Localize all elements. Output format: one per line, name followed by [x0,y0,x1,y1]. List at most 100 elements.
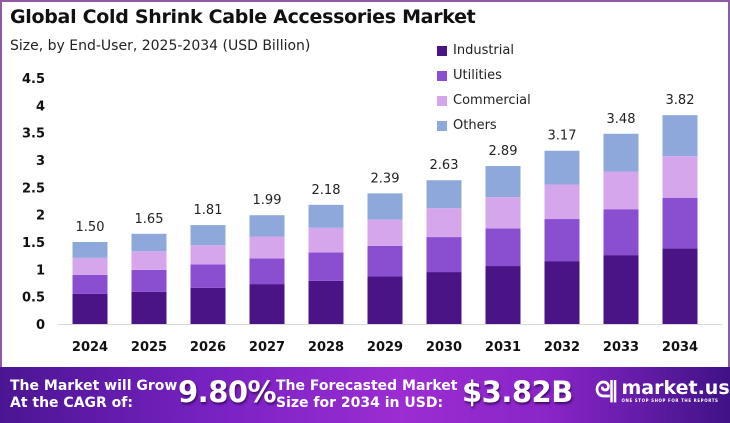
bar-total-label: 3.17 [548,129,577,144]
bar-segment-utilities [367,245,403,277]
bar-segment-utilities [72,274,108,294]
y-tick-label: 0.5 [22,291,45,306]
x-tick-label: 2024 [72,340,108,355]
legend-label: Others [453,118,497,133]
bar-segment-industrial [249,284,285,324]
bar-segment-industrial [308,280,344,324]
y-tick-label: 3.5 [22,127,45,142]
cagr-label-line1: The Market will Grow [10,378,178,394]
bar-segment-commercial [544,184,580,220]
y-tick-label: 2.5 [22,181,45,196]
bar-segment-utilities [662,197,698,249]
bar-segment-commercial [426,208,462,238]
x-tick-label: 2029 [367,340,403,355]
bar-segment-others [131,233,167,252]
bar-segment-industrial [131,291,167,324]
bar-segment-utilities [544,219,580,262]
bar-segment-others [662,115,698,157]
legend-swatch-others [437,120,447,131]
bar-segment-industrial [367,276,403,324]
bar-total-label: 2.18 [312,183,341,198]
cagr-label: The Market will Grow At the CAGR of: [10,378,177,412]
bar-segment-utilities [190,264,226,288]
chart-subtitle: Size, by End-User, 2025-2034 (USD Billio… [10,38,311,54]
legend-label: Commercial [453,93,531,108]
bar-total-label: 2.39 [371,171,400,186]
bar-segment-commercial [190,245,226,265]
cagr-label-line2: At the CAGR of: [10,395,133,411]
bar-segment-commercial [72,257,108,275]
bar-total-label: 1.65 [135,212,164,227]
forecast-label: The Forecasted Market Size for 2034 in U… [276,378,457,412]
bar-segment-commercial [249,236,285,259]
y-tick-label: 4 [36,99,45,114]
y-tick-label: 3 [36,154,45,169]
bar-segment-commercial [131,251,167,270]
bar-segment-industrial [190,287,226,324]
bar-segment-utilities [485,228,521,267]
x-tick-label: 2025 [131,340,167,355]
bar-segment-commercial [485,197,521,229]
bar-total-label: 1.81 [194,203,223,218]
bar-segment-utilities [131,269,167,292]
market-us-logo-icon: ᘓ‖ [595,378,618,403]
forecast-value: $3.82B [462,375,573,409]
bar-total-label: 2.89 [489,144,518,159]
bar-segment-industrial [662,248,698,324]
y-tick-label: 1 [36,263,45,278]
x-tick-label: 2028 [308,340,344,355]
bar-segment-others [603,133,639,172]
bar-segment-others [249,215,285,237]
y-tick-label: 4.5 [22,72,45,87]
bar-segment-commercial [367,219,403,246]
bar-segment-others [544,150,580,185]
bar-segment-industrial [426,272,462,324]
cagr-value: 9.80% [178,375,277,409]
bar-segment-commercial [308,227,344,253]
legend-swatch-commercial [437,95,447,106]
forecast-label-line2: Size for 2034 in USD: [276,395,444,411]
bar-segment-industrial [72,293,108,324]
bar-segment-industrial [544,261,580,324]
bar-segment-others [485,166,521,198]
bar-segment-utilities [249,258,285,285]
bar-segment-industrial [603,255,639,324]
bar-segment-others [308,204,344,228]
legend-item-industrial: Industrial [437,38,531,63]
legend-item-commercial: Commercial [437,88,531,113]
bar-segment-utilities [603,209,639,256]
legend-swatch-industrial [437,45,447,56]
bar-segment-others [72,242,108,258]
legend-label: Utilities [453,68,502,83]
bar-total-label: 3.48 [607,112,636,127]
bar-segment-others [426,180,462,209]
legend-label: Industrial [453,43,514,58]
stacked-bar-chart: 0 0.5 1 1.5 2 2.5 3 3.5 4 4.5 1.50 2024 1.65 2025 1.81… [22,72,722,355]
bar-total-label: 3.82 [666,93,695,108]
x-tick-label: 2033 [603,340,639,355]
y-tick-label: 2 [36,209,45,224]
x-tick-label: 2026 [190,340,226,355]
logo-name: market.us [621,376,730,399]
bar-total-label: 2.63 [430,158,459,173]
bar-segment-others [367,193,403,220]
x-tick-label: 2031 [485,340,521,355]
x-tick-label: 2027 [249,340,285,355]
bar-total-label: 1.99 [253,193,282,208]
bar-segment-industrial [485,266,521,324]
x-tick-label: 2030 [426,340,462,355]
legend-item-others: Others [437,113,531,138]
logo-tagline: ONE STOP SHOP FOR THE REPORTS [621,397,719,403]
legend: Industrial Utilities Commercial Others [437,38,531,138]
bar-segment-commercial [603,171,639,210]
bar-segment-commercial [662,156,698,198]
footer-banner: The Market will Grow At the CAGR of: 9.8… [0,367,730,423]
legend-item-utilities: Utilities [437,63,531,88]
market-us-logo: ᘓ‖ market.us ONE STOP SHOP FOR THE REPOR… [595,378,730,403]
y-tick-label: 0 [36,318,45,333]
bar-total-label: 1.50 [76,220,105,235]
x-tick-label: 2034 [662,340,698,355]
forecast-label-line1: The Forecasted Market [276,378,458,394]
bar-segment-others [190,225,226,246]
